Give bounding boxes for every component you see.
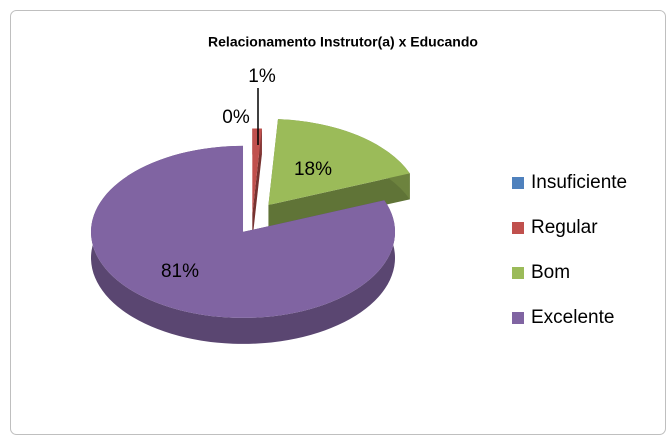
data-label: 0% (222, 107, 250, 128)
slice (252, 128, 262, 215)
legend-swatch (512, 177, 524, 189)
pie (91, 119, 410, 344)
legend: Insuficiente Regular Bom Excelente (512, 172, 627, 328)
legend-label: Regular (531, 217, 598, 238)
legend-swatch (512, 222, 524, 234)
slice-wall (252, 128, 262, 241)
legend-label: Insuficiente (531, 172, 627, 193)
slice (91, 145, 396, 318)
data-label: 18% (294, 159, 332, 180)
slice-wall (268, 173, 410, 232)
chart-title: Relacionamento Instrutor(a) x Educando (208, 34, 478, 50)
legend-label: Bom (531, 262, 570, 283)
legend-swatch (512, 312, 524, 324)
slice (268, 119, 410, 206)
legend-label: Excelente (531, 307, 614, 328)
legend-swatch (512, 267, 524, 279)
data-label: 81% (161, 261, 199, 282)
data-label: 1% (248, 66, 276, 87)
